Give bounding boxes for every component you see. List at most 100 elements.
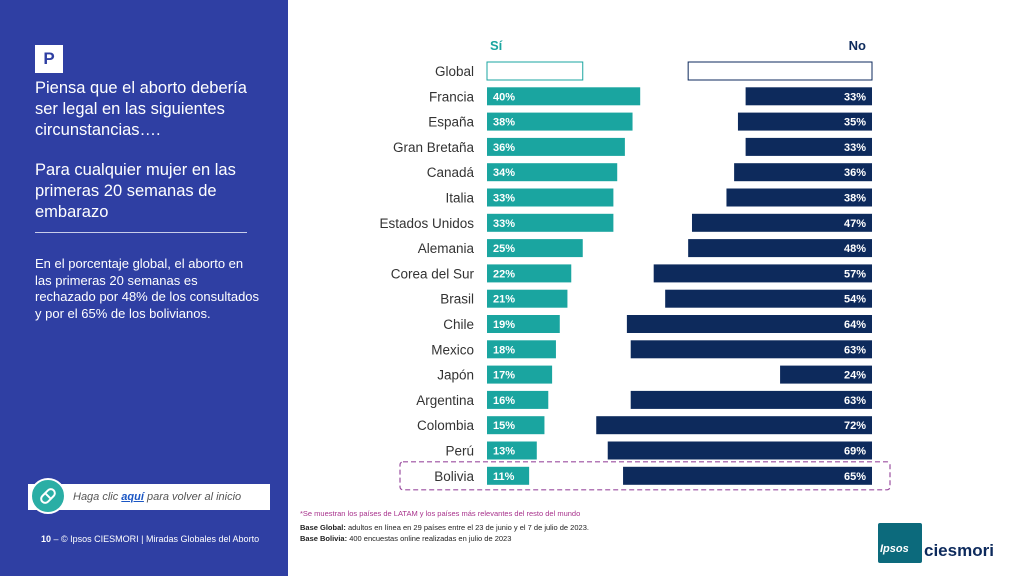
si-value-label: 22%	[493, 268, 515, 280]
si-bar	[487, 188, 614, 207]
si-bar	[487, 239, 583, 258]
no-bar	[688, 239, 872, 258]
si-value-label: 40%	[493, 91, 515, 103]
no-bar	[630, 390, 872, 409]
diverging-bar-chart: Sí No Global 25% 48% Francia 40% 33% España 38% 35…	[379, 38, 891, 491]
sub-question-text: Para cualquier mujer en las primeras 20 …	[35, 161, 236, 221]
category-label: Chile	[443, 317, 474, 332]
category-label: Bolivia	[434, 469, 474, 484]
category-label: Francia	[429, 89, 475, 104]
category-label: Argentina	[416, 393, 474, 408]
no-value-label: 35%	[844, 117, 866, 129]
category-label: España	[428, 115, 474, 130]
si-bar	[487, 416, 545, 435]
base-bolivia-label: Base Bolivia:	[300, 534, 348, 543]
si-bar	[487, 365, 553, 384]
no-value-label: 33%	[844, 142, 866, 154]
no-bar	[734, 163, 872, 182]
left-panel: P Piensa que el aborto debería ser legal…	[0, 0, 288, 576]
no-bar	[745, 137, 872, 156]
si-value-label: 25%	[493, 66, 515, 78]
category-label: Japón	[437, 368, 474, 383]
base-global-text: adultos en línea en 29 países entre el 2…	[345, 523, 589, 532]
si-bar	[487, 441, 537, 460]
back-prefix: Haga clic	[73, 491, 122, 503]
si-bar	[487, 289, 568, 308]
si-bar	[487, 340, 556, 359]
no-bar	[623, 466, 872, 485]
ipsos-logo	[878, 523, 922, 563]
category-label: Gran Bretaña	[393, 140, 475, 155]
si-bar	[487, 315, 560, 333]
no-bar	[737, 112, 872, 131]
divider	[35, 232, 247, 233]
category-label: Global	[435, 64, 474, 79]
si-bar	[487, 466, 530, 485]
no-value-label: 33%	[844, 91, 866, 103]
category-label: Italia	[445, 191, 474, 206]
no-bar	[726, 188, 872, 207]
no-bar	[607, 441, 872, 460]
insight-text: En el porcentaje global, el aborto en la…	[35, 256, 260, 321]
si-value-label: 17%	[493, 370, 515, 382]
si-bar	[487, 390, 549, 409]
category-label: Mexico	[431, 342, 474, 357]
no-bar	[630, 340, 872, 359]
category-label: Brasil	[440, 292, 474, 307]
si-bar	[487, 213, 614, 232]
pill-icon[interactable]	[30, 478, 66, 514]
no-value-label: 48%	[844, 66, 866, 78]
back-to-start-text[interactable]: Haga clic aquí para volver al inicio	[73, 491, 241, 503]
no-value-label: 36%	[844, 167, 866, 179]
si-bar	[487, 264, 572, 283]
no-value-label: 38%	[844, 193, 866, 205]
ciesmori-logo-text: ciesmori	[924, 541, 994, 560]
si-value-label: 15%	[493, 420, 515, 432]
back-link[interactable]: aquí	[121, 491, 144, 503]
si-value-label: 18%	[493, 344, 515, 356]
no-bar	[745, 87, 872, 106]
si-header: Sí	[490, 38, 503, 53]
base-bolivia-text: 400 encuestas online realizadas en julio…	[347, 534, 512, 543]
footer-text: – © Ipsos CIESMORI | Miradas Globales de…	[51, 534, 260, 544]
si-value-label: 25%	[493, 243, 515, 255]
category-label: Canadá	[427, 165, 475, 180]
no-bar	[691, 213, 872, 232]
si-value-label: 36%	[493, 142, 515, 154]
no-bar	[626, 315, 872, 333]
si-bar	[487, 112, 633, 131]
category-label: Estados Unidos	[379, 216, 474, 231]
no-value-label: 63%	[844, 344, 866, 356]
si-value-label: 33%	[493, 218, 515, 230]
si-bar	[487, 163, 618, 182]
si-bar	[487, 137, 625, 156]
category-label: Colombia	[417, 418, 475, 433]
category-label: Corea del Sur	[391, 266, 475, 281]
pill-icon-graphic	[40, 488, 56, 504]
no-header: No	[849, 38, 866, 53]
question-badge: P	[35, 45, 63, 73]
back-to-start-box[interactable]	[28, 484, 270, 510]
no-value-label: 47%	[844, 218, 866, 230]
ipsos-logo-text: Ipsos	[880, 543, 909, 555]
back-suffix: para volver al inicio	[143, 491, 242, 503]
si-value-label: 19%	[493, 319, 515, 331]
base-global-note: Base Global: adultos en línea en 29 país…	[300, 523, 589, 532]
si-bar	[487, 87, 641, 106]
highlight-box	[399, 461, 891, 491]
page-number: 10	[41, 534, 52, 544]
no-value-label: 54%	[844, 294, 866, 306]
base-bolivia-note: Base Bolivia: 400 encuestas online reali…	[300, 534, 511, 543]
footer: 10 – © Ipsos CIESMORI | Miradas Globales…	[41, 534, 259, 544]
category-label: Perú	[445, 444, 474, 459]
si-value-label: 13%	[493, 446, 515, 458]
category-label: Alemania	[418, 241, 475, 256]
no-bar	[653, 264, 872, 283]
no-bar	[687, 61, 873, 81]
footnote: *Se muestran los países de LATAM y los p…	[300, 509, 581, 518]
no-value-label: 69%	[844, 446, 866, 458]
no-bar	[596, 416, 872, 435]
question-text: Piensa que el aborto debería ser legal e…	[35, 79, 247, 139]
si-value-label: 16%	[493, 395, 515, 407]
no-bar	[665, 289, 872, 308]
